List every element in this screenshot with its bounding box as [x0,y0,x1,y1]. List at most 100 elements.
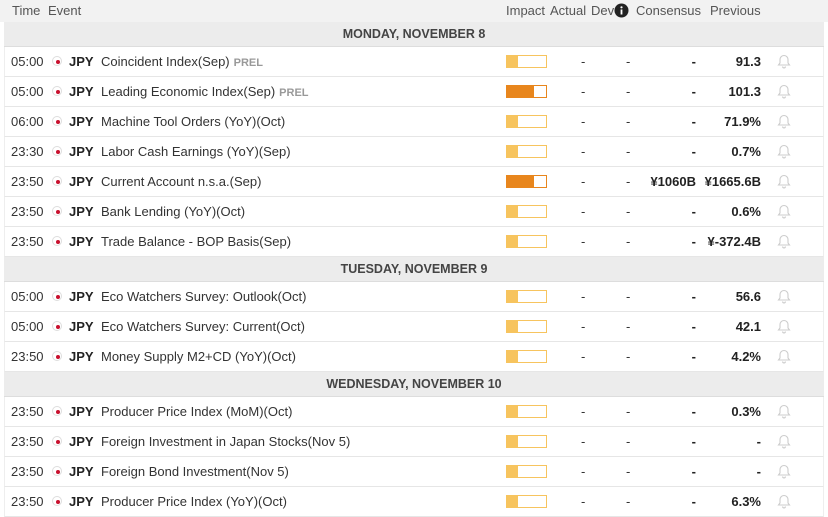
time: 05:00 [11,289,44,304]
event-name: Producer Price Index (YoY)(Oct) [101,494,287,509]
dev: - [626,54,631,69]
previous: 0.3% [731,404,761,419]
impact-fill [507,321,518,332]
flag [52,56,62,66]
currency: JPY [69,319,94,334]
impact-fill [507,116,518,127]
alert-bell[interactable] [777,174,791,189]
time: 23:30 [11,144,44,159]
currency: JPY [69,464,94,479]
impact-bar [506,235,547,248]
actual: - [581,349,586,364]
dev: - [626,144,631,159]
event-row: 23:50 JPY Bank Lending (YoY)(Oct) - - - 0.6% [4,197,824,227]
time: 23:50 [11,464,44,479]
impact-fill [507,291,518,302]
event-name: Eco Watchers Survey: Current(Oct) [101,319,305,334]
impact-fill [507,436,518,447]
consensus: - [691,144,696,159]
alert-bell[interactable] [777,114,791,129]
consensus: - [691,234,696,249]
event-tag: PREL [279,87,309,99]
impact-bar [506,115,547,128]
event-name: Current Account n.s.a.(Sep) [101,174,262,189]
previous: 0.7% [731,144,761,159]
impact-bar [506,350,547,363]
consensus: - [691,494,696,509]
event-name: Foreign Bond Investment(Nov 5) [101,464,289,479]
event-cell: Foreign Investment in Japan Stocks(Nov 5… [101,427,350,456]
currency: JPY [69,84,94,99]
event-row: 05:00 JPY Eco Watchers Survey: Current(Oct… [4,312,824,342]
impact-fill [507,206,518,217]
impact-bar [506,435,547,448]
event-cell: Coincident Index(Sep) PREL [101,47,263,78]
dev: - [626,204,631,219]
time: 06:00 [11,114,44,129]
previous: - [756,434,761,449]
currency: JPY [69,404,94,419]
consensus: - [691,114,696,129]
event-row: 23:50 JPY Foreign Investment in Japan Stoc… [4,427,824,457]
event-name: Coincident Index(Sep) [101,54,230,69]
flag [52,496,62,506]
actual: - [581,54,586,69]
previous: ¥1665.6B [704,174,761,189]
header-time: Time [12,3,41,18]
previous: 4.2% [731,349,761,364]
day-header: MONDAY, NOVEMBER 8 [4,22,824,47]
event-row: 23:50 JPY Trade Balance - BOP Basis(Sep) - -… [4,227,824,257]
time: 23:50 [11,234,44,249]
alert-bell[interactable] [777,289,791,304]
currency: JPY [69,234,94,249]
alert-bell[interactable] [777,464,791,479]
flag [52,86,62,96]
alert-bell[interactable] [777,234,791,249]
event-name: Trade Balance - BOP Basis(Sep) [101,234,292,249]
time: 23:50 [11,494,44,509]
currency: JPY [69,174,94,189]
event-name: Money Supply M2+CD (YoY)(Oct) [101,349,296,364]
event-row: 05:00 JPY Coincident Index(Sep) PREL - - - 91.3 [4,47,824,77]
event-cell: Bank Lending (YoY)(Oct) [101,197,245,226]
dev: - [626,174,631,189]
impact-bar [506,175,547,188]
impact-fill [507,56,518,67]
header-dev: Dev [591,3,615,18]
currency: JPY [69,204,94,219]
alert-bell[interactable] [777,144,791,159]
alert-bell[interactable] [777,54,791,69]
previous: 91.3 [735,54,761,69]
flag [52,116,62,126]
event-cell: Trade Balance - BOP Basis(Sep) [101,227,291,256]
impact-fill [507,406,518,417]
alert-bell[interactable] [777,404,791,419]
alert-bell[interactable] [777,434,791,449]
flag [52,206,62,216]
impact-fill [507,146,518,157]
alert-bell[interactable] [777,84,791,99]
alert-bell[interactable] [777,319,791,334]
actual: - [581,464,586,479]
event-row: 05:00 JPY Leading Economic Index(Sep) PREL -… [4,77,824,107]
time: 05:00 [11,54,44,69]
impact-bar [506,320,547,333]
event-row: 23:50 JPY Money Supply M2+CD (YoY)(Oct) - - -… [4,342,824,372]
alert-bell[interactable] [777,494,791,509]
previous: ¥-372.4B [707,234,761,249]
event-cell: Producer Price Index (MoM)(Oct) [101,397,292,426]
dev: - [626,234,631,249]
flag [52,406,62,416]
event-row: 23:50 JPY Foreign Bond Investment(Nov 5) - -… [4,457,824,487]
alert-bell[interactable] [777,349,791,364]
flag [52,176,62,186]
dev: - [626,494,631,509]
event-cell: Eco Watchers Survey: Current(Oct) [101,312,305,341]
alert-bell[interactable] [777,204,791,219]
impact-bar [506,405,547,418]
info-icon[interactable] [614,3,629,18]
flag [52,321,62,331]
event-cell: Eco Watchers Survey: Outlook(Oct) [101,282,306,311]
consensus: - [691,434,696,449]
